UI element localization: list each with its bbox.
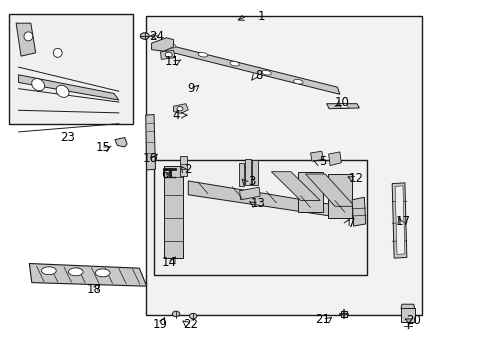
Ellipse shape	[140, 33, 149, 39]
Polygon shape	[298, 172, 322, 212]
Text: 21: 21	[315, 313, 329, 326]
Polygon shape	[188, 181, 342, 218]
Polygon shape	[310, 151, 323, 161]
Ellipse shape	[198, 53, 207, 57]
Text: 20: 20	[405, 314, 420, 327]
Polygon shape	[163, 166, 183, 258]
Polygon shape	[29, 264, 146, 286]
Polygon shape	[16, 23, 36, 56]
Text: 5: 5	[318, 156, 326, 168]
Polygon shape	[400, 304, 414, 309]
Text: 11: 11	[164, 55, 179, 68]
Text: 1: 1	[257, 10, 265, 23]
Ellipse shape	[177, 107, 183, 111]
Polygon shape	[305, 174, 354, 206]
Text: 6: 6	[161, 168, 168, 181]
Text: 17: 17	[395, 215, 410, 228]
Ellipse shape	[56, 85, 69, 97]
Polygon shape	[19, 75, 119, 100]
Polygon shape	[161, 43, 339, 94]
Ellipse shape	[68, 268, 83, 276]
Polygon shape	[327, 174, 351, 218]
Text: 7: 7	[347, 217, 355, 230]
Text: 10: 10	[334, 96, 349, 109]
Text: 4: 4	[172, 109, 180, 122]
Ellipse shape	[24, 32, 33, 41]
Bar	[154, 160, 366, 275]
Ellipse shape	[41, 267, 56, 275]
Ellipse shape	[189, 313, 196, 319]
Ellipse shape	[165, 52, 172, 57]
Text: 22: 22	[183, 318, 198, 331]
Text: 19: 19	[153, 318, 167, 331]
Polygon shape	[271, 172, 320, 201]
Polygon shape	[391, 183, 406, 258]
Polygon shape	[252, 160, 258, 185]
Polygon shape	[326, 104, 359, 109]
Polygon shape	[328, 152, 341, 166]
Text: 8: 8	[255, 69, 263, 82]
Polygon shape	[173, 104, 188, 113]
Polygon shape	[115, 138, 127, 147]
Text: 2: 2	[184, 163, 192, 176]
Text: 16: 16	[143, 152, 158, 165]
Text: 13: 13	[250, 197, 265, 210]
Bar	[145, 16, 421, 315]
Polygon shape	[145, 114, 155, 170]
Ellipse shape	[32, 78, 44, 91]
Text: 15: 15	[95, 141, 110, 154]
Ellipse shape	[293, 80, 303, 84]
Text: 12: 12	[348, 172, 363, 185]
Polygon shape	[400, 308, 414, 322]
Polygon shape	[245, 159, 251, 185]
Polygon shape	[238, 163, 244, 186]
Polygon shape	[351, 197, 365, 226]
Text: 3: 3	[247, 175, 255, 188]
Ellipse shape	[95, 269, 110, 277]
Polygon shape	[160, 50, 175, 59]
Polygon shape	[151, 38, 173, 51]
Ellipse shape	[172, 311, 180, 317]
Text: 23: 23	[60, 131, 75, 144]
Ellipse shape	[53, 48, 62, 57]
Text: 18: 18	[86, 283, 101, 296]
Ellipse shape	[261, 71, 271, 75]
Polygon shape	[180, 156, 186, 176]
Ellipse shape	[166, 44, 176, 48]
Polygon shape	[394, 186, 404, 255]
Polygon shape	[339, 104, 347, 108]
Ellipse shape	[229, 62, 239, 66]
Text: 14: 14	[161, 256, 176, 269]
Text: 24: 24	[149, 30, 163, 42]
Text: 9: 9	[186, 82, 194, 95]
Polygon shape	[239, 187, 260, 200]
Bar	[9, 14, 133, 124]
